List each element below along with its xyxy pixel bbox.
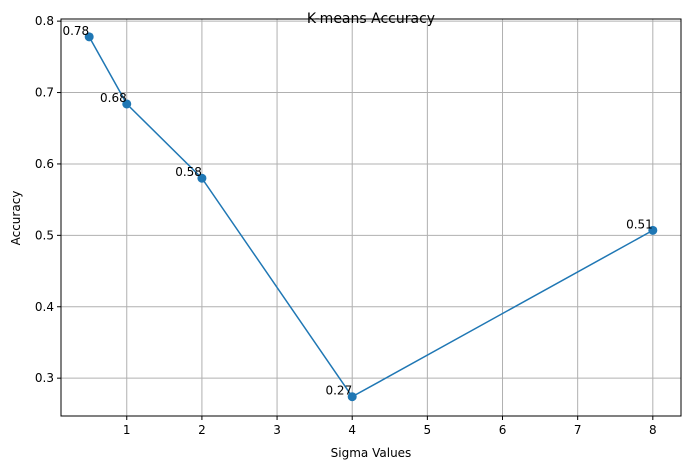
data-labels: 0.78 0.68 0.58 0.27 0.51 bbox=[62, 24, 652, 398]
data-point bbox=[84, 32, 94, 42]
y-tick-label: 0.4 bbox=[35, 300, 54, 314]
series-line bbox=[88, 36, 654, 398]
data-label: 0.58 bbox=[175, 165, 202, 179]
x-tick-label: 7 bbox=[574, 423, 582, 437]
y-axis-label: Accuracy bbox=[9, 191, 23, 246]
y-tick-label: 0.7 bbox=[35, 86, 54, 100]
y-tick-label: 0.5 bbox=[35, 228, 54, 242]
y-axis-ticks: 0.3 0.4 0.5 0.6 0.7 0.8 bbox=[35, 14, 61, 385]
x-tick-label: 3 bbox=[273, 423, 281, 437]
grid bbox=[61, 19, 681, 416]
data-label: 0.68 bbox=[100, 91, 127, 105]
x-axis-ticks: 1 2 3 4 5 6 7 8 bbox=[123, 416, 657, 437]
x-tick-label: 5 bbox=[424, 423, 432, 437]
data-point bbox=[648, 225, 658, 235]
data-label: 0.78 bbox=[62, 24, 89, 38]
x-tick-label: 2 bbox=[198, 423, 206, 437]
y-tick-label: 0.3 bbox=[35, 371, 54, 385]
data-point bbox=[197, 173, 207, 183]
series-line-layer bbox=[88, 36, 654, 398]
y-tick-label: 0.6 bbox=[35, 157, 54, 171]
x-tick-label: 1 bbox=[123, 423, 131, 437]
data-label: 0.27 bbox=[325, 384, 352, 398]
data-points bbox=[84, 32, 658, 402]
x-axis-label: Sigma Values bbox=[331, 446, 412, 460]
x-tick-label: 4 bbox=[348, 423, 356, 437]
data-label: 0.51 bbox=[626, 217, 653, 231]
data-point bbox=[122, 99, 132, 109]
x-tick-label: 6 bbox=[499, 423, 507, 437]
chart-title: K-means Accuracy bbox=[307, 11, 435, 27]
data-point bbox=[347, 392, 357, 402]
plot-frame bbox=[60, 18, 682, 417]
y-tick-label: 0.8 bbox=[35, 14, 54, 28]
x-tick-label: 8 bbox=[649, 423, 657, 437]
